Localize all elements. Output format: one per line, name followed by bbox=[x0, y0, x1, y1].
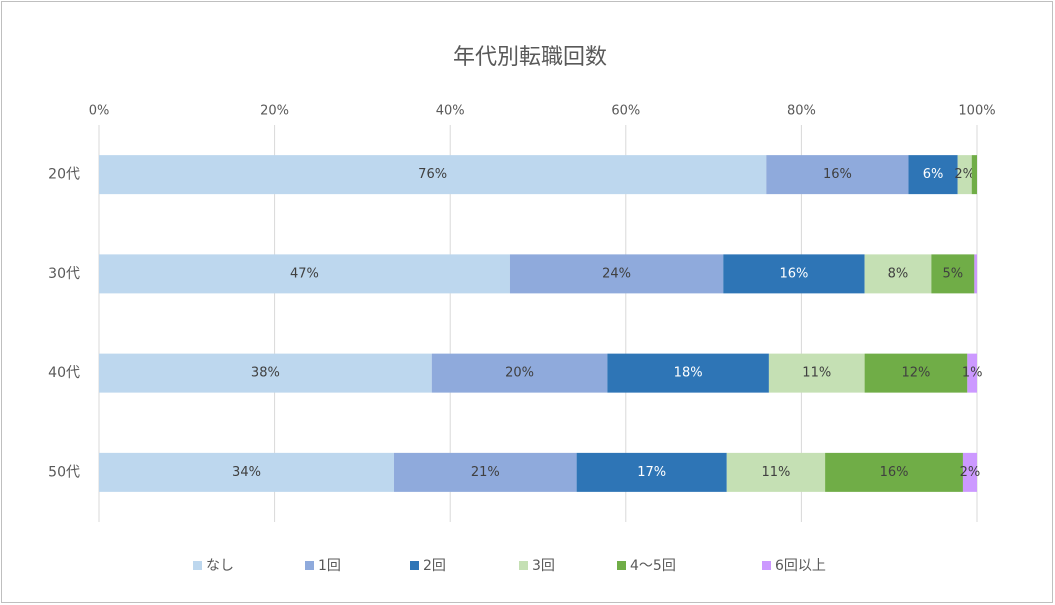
bar-segment bbox=[931, 254, 975, 294]
chart-title: 年代別転職回数 bbox=[453, 45, 607, 70]
x-tick-label: 60% bbox=[611, 104, 640, 119]
legend-swatch bbox=[410, 561, 419, 570]
legend-label: 1回 bbox=[318, 558, 341, 574]
bar-segment bbox=[509, 254, 724, 294]
bar-segment bbox=[825, 452, 963, 492]
legend-label: 2回 bbox=[423, 558, 446, 574]
bar-segment bbox=[431, 353, 608, 393]
x-tick-label: 100% bbox=[958, 104, 995, 119]
data-label: 1% bbox=[962, 366, 983, 381]
data-label: 16% bbox=[880, 465, 909, 480]
legend-swatch bbox=[305, 561, 314, 570]
bar-segment bbox=[864, 353, 968, 393]
data-label: 5% bbox=[943, 266, 964, 281]
bar-segment bbox=[99, 452, 395, 492]
data-label: 24% bbox=[602, 266, 631, 281]
bar-segment bbox=[766, 155, 909, 195]
legend-swatch bbox=[617, 561, 626, 570]
data-label: 11% bbox=[802, 366, 831, 381]
bar-segment bbox=[971, 155, 977, 195]
data-label: 38% bbox=[251, 366, 280, 381]
bar-segment bbox=[768, 353, 865, 393]
data-label: 21% bbox=[471, 465, 500, 480]
legend-swatch bbox=[762, 561, 771, 570]
bar-segment bbox=[607, 353, 769, 393]
data-label: 16% bbox=[779, 266, 808, 281]
data-label: 34% bbox=[232, 465, 261, 480]
bar-segment bbox=[99, 254, 510, 294]
data-label: 11% bbox=[761, 465, 790, 480]
y-tick-label: 30代 bbox=[48, 266, 80, 282]
y-tick-label: 40代 bbox=[48, 365, 80, 381]
data-label: 6% bbox=[923, 167, 944, 182]
bar-segment bbox=[99, 353, 432, 393]
data-label: 12% bbox=[902, 366, 931, 381]
data-label: 8% bbox=[888, 266, 909, 281]
data-label: 47% bbox=[290, 266, 319, 281]
legend-label: 6回以上 bbox=[775, 558, 826, 574]
data-label: 16% bbox=[823, 167, 852, 182]
x-tick-label: 80% bbox=[787, 104, 816, 119]
y-tick-label: 50代 bbox=[48, 464, 80, 480]
bar-segment bbox=[957, 155, 972, 195]
legend-swatch bbox=[519, 561, 528, 570]
bar-segment bbox=[723, 254, 865, 294]
bar-segment bbox=[908, 155, 958, 195]
legend-label: 3回 bbox=[532, 558, 555, 574]
x-tick-label: 20% bbox=[260, 104, 289, 119]
bar-segment bbox=[576, 452, 727, 492]
data-label: 20% bbox=[505, 366, 534, 381]
data-label: 2% bbox=[960, 465, 981, 480]
bar-segment bbox=[726, 452, 826, 492]
data-label: 17% bbox=[637, 465, 666, 480]
bar-segment bbox=[394, 452, 577, 492]
data-label: 76% bbox=[418, 167, 447, 182]
bar-segment bbox=[864, 254, 932, 294]
legend-label: なし bbox=[206, 558, 234, 574]
data-label: 2% bbox=[954, 167, 975, 182]
legend-swatch bbox=[193, 561, 202, 570]
data-label: 18% bbox=[674, 366, 703, 381]
bar-segment bbox=[99, 155, 767, 195]
legend-label: 4～5回 bbox=[630, 558, 676, 574]
bar-segment bbox=[962, 452, 977, 492]
x-tick-label: 0% bbox=[89, 104, 110, 119]
bar-segment bbox=[967, 353, 977, 393]
y-tick-label: 20代 bbox=[48, 167, 80, 183]
x-tick-label: 40% bbox=[436, 104, 465, 119]
bar-segment bbox=[974, 254, 977, 294]
